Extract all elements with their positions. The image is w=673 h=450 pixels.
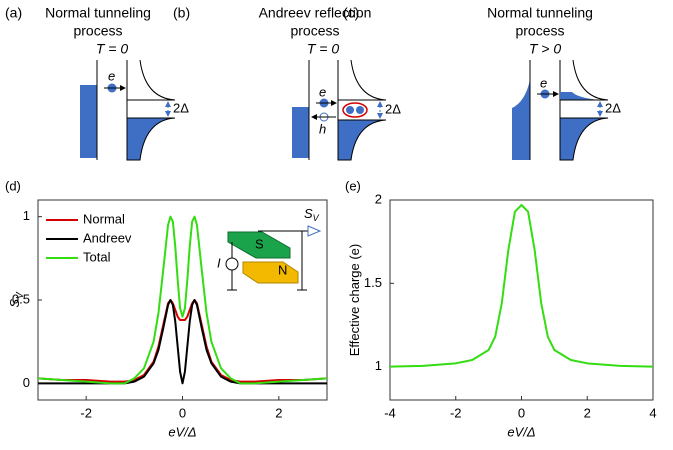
dos-curve <box>338 59 387 101</box>
axes-box <box>37 199 328 401</box>
legend-label: Total <box>83 249 111 264</box>
panel-title: process <box>290 23 339 39</box>
y-axis-label-subscript: V <box>15 291 26 299</box>
panel-title: Normal tunneling <box>45 5 151 21</box>
cooper-pair <box>342 102 368 118</box>
metal-fill <box>292 107 309 158</box>
y-tick-label: 1 <box>23 208 30 223</box>
x-axis-label: eV/Δ <box>168 424 196 439</box>
metal-fill <box>512 80 530 160</box>
gap-label: 2Δ <box>173 100 189 115</box>
electron-label: e <box>319 84 326 99</box>
legend-label: Normal <box>83 211 125 226</box>
electron-label: e <box>540 75 547 90</box>
temperature: T = 0 <box>96 41 129 57</box>
panel-label: (c) <box>343 5 359 21</box>
electron <box>356 106 364 114</box>
panel-a: (a) Normal tunneling process T = 0 2Δ e <box>5 5 189 161</box>
panel-title: process <box>73 23 122 39</box>
dos-curve <box>127 59 176 101</box>
x-axis-label: eV/Δ <box>507 424 535 439</box>
signal-subscript: V <box>313 213 320 223</box>
panel-c: (c) Normal tunneling process T > 0 2Δ e <box>343 5 621 161</box>
legend-label: Andreev <box>83 230 132 245</box>
panel-label: (a) <box>5 5 22 21</box>
dos-fill <box>559 117 609 161</box>
y-axis-label: SV <box>7 291 25 308</box>
y-axis-label-text: Effective charge (e) <box>347 244 362 356</box>
x-tick-label: 2 <box>275 405 282 420</box>
gap-label: 2Δ <box>385 101 401 116</box>
signal-arrow <box>307 225 322 237</box>
panel-b: (b) Andreev reflection process T = 0 2Δ … <box>173 5 401 161</box>
x-tick-label: -2 <box>80 405 92 420</box>
y-tick-label: 1 <box>375 358 382 373</box>
panel-label: (e) <box>345 178 361 193</box>
plots: (d)-2 0 200.51eV/ΔSVNormalAndreevTotal(e)-… <box>5 178 657 439</box>
y-axis-label-text: S <box>7 299 22 308</box>
x-tick-label: -2 <box>450 405 462 420</box>
n-label: N <box>278 262 287 277</box>
inset: SV N S I <box>217 206 322 291</box>
x-tick-label: -4 <box>384 405 396 420</box>
s-label: S <box>255 236 264 251</box>
y-axis-label: Effective charge (e) <box>347 244 362 356</box>
panel-title: Andreev reflection <box>259 5 372 21</box>
x-tick-label: 0 <box>179 405 186 420</box>
signal-text: S <box>304 206 313 221</box>
y-tick-label: 0 <box>23 375 30 390</box>
dos-curve <box>560 59 609 101</box>
panel-title: Normal tunneling <box>487 5 593 21</box>
x-tick-label: 4 <box>649 405 656 420</box>
current-label: I <box>217 255 221 270</box>
panel-title: process <box>515 23 564 39</box>
electron <box>346 106 354 114</box>
electron-label: e <box>108 68 115 83</box>
panel-label: (d) <box>5 178 21 193</box>
series-line <box>38 299 327 385</box>
dos-fill <box>337 119 387 161</box>
current-source <box>225 257 239 271</box>
y-tick-label: 0.5 <box>12 291 30 306</box>
n-block <box>242 261 299 284</box>
series-line <box>389 204 654 368</box>
dos-fill <box>560 92 600 100</box>
gap-label: 2Δ <box>605 100 621 115</box>
metal-fill <box>80 85 97 158</box>
y-tick-label: 1.5 <box>364 275 382 290</box>
temperature: T > 0 <box>529 41 562 57</box>
signal-label: SV <box>304 206 320 223</box>
series-line <box>37 299 328 383</box>
hole-label: h <box>319 121 326 136</box>
series-line <box>37 215 328 385</box>
temperature: T = 0 <box>307 41 340 57</box>
x-tick-label: 0 <box>518 405 525 420</box>
s-block <box>227 231 291 259</box>
panel-label: (b) <box>173 5 190 21</box>
axes-box <box>389 199 654 401</box>
y-tick-label: 2 <box>375 191 382 206</box>
dos-fill <box>126 117 176 161</box>
x-tick-label: 2 <box>584 405 591 420</box>
